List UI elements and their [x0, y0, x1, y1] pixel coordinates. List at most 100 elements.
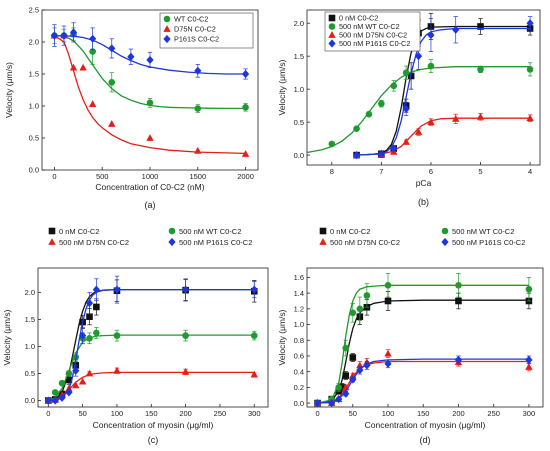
legend-marker: [328, 31, 336, 38]
data-point: [250, 370, 258, 378]
data-point: [65, 388, 73, 397]
y-tick-label: 2.0: [294, 19, 304, 28]
y-tick-label: 0.0: [29, 166, 39, 175]
x-tick-label: 7: [379, 167, 383, 176]
data-point: [356, 305, 364, 313]
data-point: [65, 376, 73, 384]
data-point: [342, 344, 350, 352]
data-point: [526, 114, 534, 122]
x-tick-label: 50: [78, 409, 86, 418]
data-point: [242, 103, 249, 111]
y-tick-label: 1.4: [294, 289, 304, 298]
y-axis: 0.0 0.5 1.0 1.5 2.0: [294, 19, 310, 160]
chart-panel-b: 8 7 6 5 4 0.0 0.5 1.0 1.5 2.0 pCa Velocity (μm/s) (b…: [277, 9, 541, 207]
data-point: [525, 363, 533, 370]
plot-frame: [37, 267, 269, 408]
legend-marker: [328, 14, 336, 22]
data-point: [455, 281, 462, 289]
y-tick-label: 1.0: [294, 320, 304, 329]
y-tick-label: 0.8: [294, 336, 304, 345]
data-point: [427, 62, 435, 70]
legend-marker: [48, 238, 56, 245]
x-tick-label: 500: [96, 172, 109, 181]
legend-marker: [328, 39, 336, 48]
data-point: [338, 384, 346, 391]
legend-marker: [441, 237, 449, 247]
fit-curve: [48, 371, 255, 402]
data-point: [365, 110, 373, 118]
x-tick-label: 300: [248, 409, 261, 418]
series-1: [306, 59, 534, 154]
data-point: [384, 297, 392, 305]
y-tick-label: 0.5: [29, 134, 39, 143]
data-point: [86, 313, 93, 320]
legend-marker: [163, 15, 171, 23]
x-axis-title: Concentration of myosin (μg/ml): [365, 420, 486, 430]
data-point: [477, 23, 484, 30]
x-tick-label: 300: [523, 409, 536, 418]
data-point: [127, 52, 135, 61]
x-tick-label: 4: [528, 167, 532, 176]
panel-label: (a): [145, 200, 156, 210]
legend-label: P161S C0-C2: [174, 35, 219, 44]
data-point: [402, 104, 410, 114]
data-point: [194, 66, 202, 75]
series-1: [50, 31, 250, 157]
data-point: [108, 120, 116, 127]
plot-frame: [306, 267, 544, 408]
legend-label: 500 nM WT C0-C2: [452, 227, 514, 236]
data-point: [356, 361, 364, 369]
y-tick-label: 1.5: [294, 52, 304, 61]
x-tick-label: 0: [46, 409, 50, 418]
x-tick-label: 200: [452, 409, 465, 418]
data-point: [69, 28, 78, 37]
fit-curve: [356, 27, 531, 156]
fit-curve: [48, 288, 255, 402]
legend-label: 0 nM C0-C2: [59, 227, 99, 236]
data-point: [146, 55, 154, 65]
fit-curve: [48, 288, 255, 402]
data-point: [349, 354, 357, 361]
data-point: [182, 332, 189, 339]
y-tick-label: 1.2: [294, 305, 304, 314]
data-point: [349, 309, 357, 317]
y-tick-label: 0.5: [25, 369, 35, 378]
data-point: [414, 52, 423, 61]
data-point: [349, 375, 357, 384]
data-point: [60, 31, 68, 40]
y-axis-title: Velocity (μm/s): [4, 62, 14, 118]
data-point: [108, 79, 116, 86]
fit-curve: [48, 334, 255, 402]
data-point: [335, 384, 343, 391]
data-point: [72, 366, 80, 375]
data-point: [146, 99, 154, 107]
panel-label: (d): [420, 435, 431, 445]
y-tick-label: 0.2: [294, 383, 304, 392]
data-point: [79, 63, 87, 71]
data-point: [88, 100, 97, 107]
data-point: [402, 138, 410, 145]
data-point: [93, 329, 100, 337]
legend-label: WT C0-C2: [174, 15, 208, 24]
data-point: [342, 372, 350, 379]
data-point: [402, 69, 410, 76]
x-axis-title: Concentration of myosin (μg/ml): [93, 420, 214, 430]
legend-label: 0 nM C0-C2: [330, 227, 370, 236]
y-tick-label: 0.0: [294, 399, 304, 408]
y-tick-label: 1.5: [29, 70, 39, 79]
y-tick-label: 1.0: [294, 85, 304, 94]
y-axis-title: Velocity (μm/s): [277, 59, 287, 115]
legend-marker: [163, 25, 171, 32]
y-tick-label: 1.0: [25, 342, 35, 351]
x-axis: 0 50 100 150 200 250 300: [315, 404, 535, 418]
legend-marker: [319, 238, 327, 245]
data-point: [58, 379, 66, 387]
legend-label: 0 nM C0-C2: [339, 14, 378, 23]
data-point: [352, 151, 361, 160]
x-axis: 8 7 6 5 4: [330, 162, 532, 176]
y-tick-label: 0.5: [294, 118, 304, 127]
y-tick-label: 1.5: [25, 315, 35, 324]
